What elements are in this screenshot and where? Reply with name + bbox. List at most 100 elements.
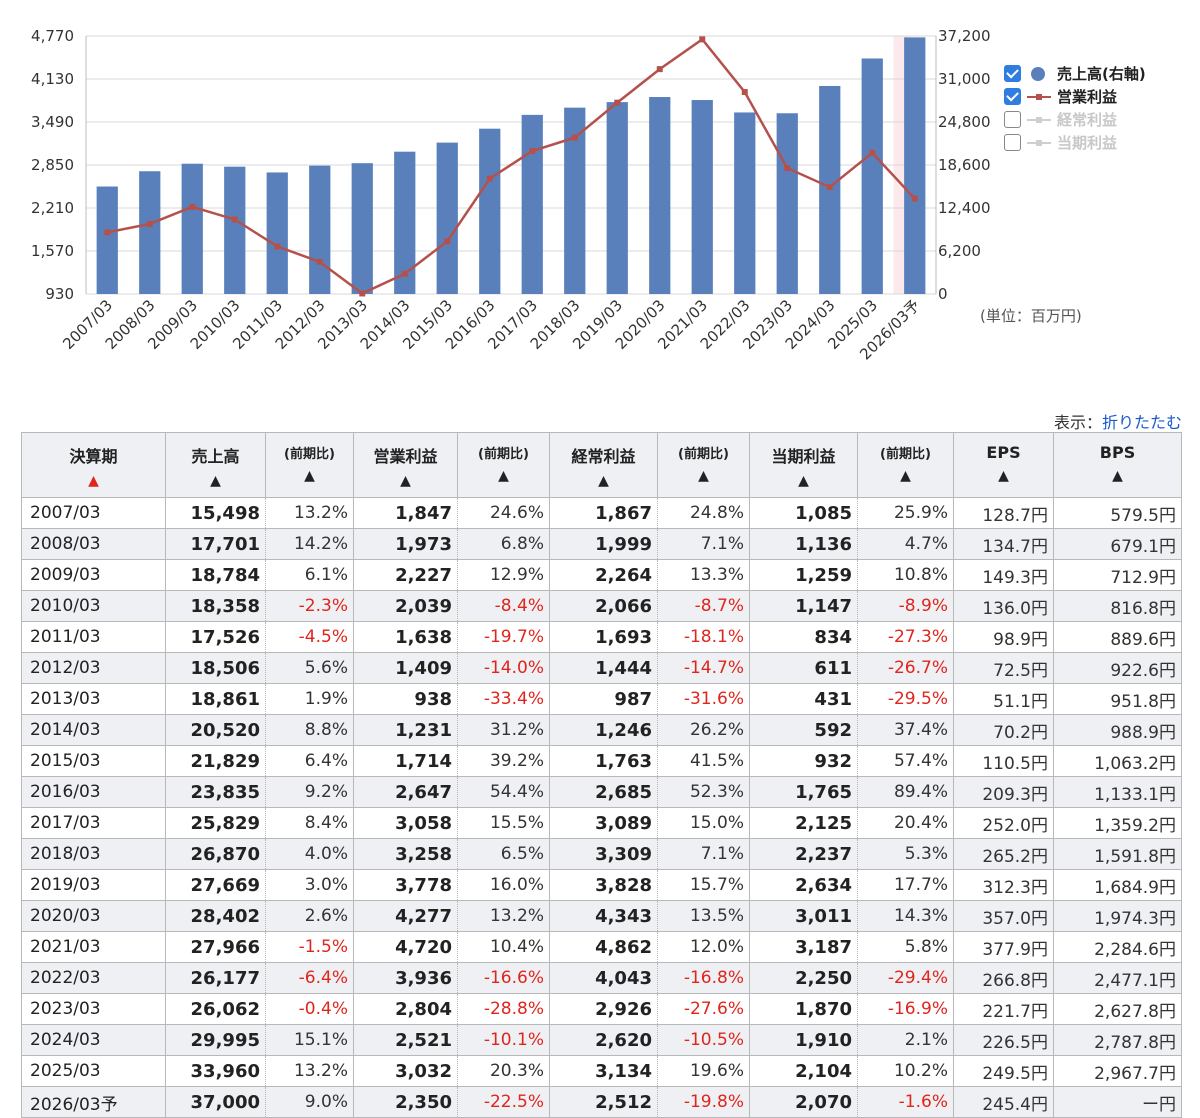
table-cell: -33.4% bbox=[457, 683, 550, 715]
table-cell: 25,829 bbox=[165, 807, 266, 839]
table-cell: 37,000 bbox=[165, 1086, 266, 1118]
financial-table: 決算期 ▲ 売上高 ▲ (前期比) ▲ 営業利益 ▲ (前期比) ▲ 経常利益 ▲ (前期比) ▲ 当期利益… bbox=[21, 432, 1182, 1118]
table-cell: -14.7% bbox=[657, 652, 750, 684]
operating-profit-point-2014/03 bbox=[401, 270, 408, 277]
table-cell: 31.2% bbox=[457, 714, 550, 746]
table-cell: 9.0% bbox=[265, 1086, 354, 1118]
table-cell: 2019/03 bbox=[21, 869, 166, 901]
table-cell: 12.0% bbox=[657, 931, 750, 963]
table-cell: 20,520 bbox=[165, 714, 266, 746]
bar-2023/03 bbox=[776, 113, 798, 294]
legend-label: 経常利益 bbox=[1057, 111, 1118, 129]
table-cell: 28,402 bbox=[165, 900, 266, 932]
table-cell: 18,861 bbox=[165, 683, 266, 715]
bar-2009/03 bbox=[181, 163, 203, 294]
column-header[interactable]: 売上高 ▲ bbox=[165, 432, 266, 498]
legend-item[interactable]: 当期利益 bbox=[1004, 131, 1146, 154]
table-cell: -19.7% bbox=[457, 621, 550, 653]
table-cell: 1,847 bbox=[353, 497, 458, 529]
column-header[interactable]: 当期利益 ▲ bbox=[749, 432, 858, 498]
legend-item[interactable]: 経常利益 bbox=[1004, 108, 1146, 131]
table-cell: 2,104 bbox=[749, 1055, 858, 1087]
sort-arrow-icon[interactable]: ▲ bbox=[798, 473, 809, 489]
table-cell: 4,343 bbox=[549, 900, 658, 932]
bar-2020/03 bbox=[649, 97, 671, 294]
table-cell: 266.8円 bbox=[953, 962, 1054, 994]
column-header[interactable]: 決算期 ▲ bbox=[21, 432, 166, 498]
sort-arrow-icon[interactable]: ▲ bbox=[400, 473, 411, 489]
column-header[interactable]: 経常利益 ▲ bbox=[549, 432, 658, 498]
table-cell: 1,870 bbox=[749, 993, 858, 1025]
column-header[interactable]: (前期比) ▲ bbox=[457, 432, 550, 498]
operating-profit-point-2016/03 bbox=[486, 175, 493, 182]
table-cell: -1.6% bbox=[857, 1086, 954, 1118]
table-cell: -8.4% bbox=[457, 590, 550, 622]
table-cell: 611 bbox=[749, 652, 858, 684]
operating-profit-point-2009/03 bbox=[189, 203, 196, 210]
sort-arrow-icon[interactable]: ▲ bbox=[498, 468, 509, 484]
table-row: 2024/03 29,995 15.1% 2,521 -10.1% 2,620 -10.5%… bbox=[21, 1024, 1182, 1056]
bar-2025/03 bbox=[861, 58, 883, 295]
sort-arrow-icon[interactable]: ▲ bbox=[304, 468, 315, 484]
left-tick-label: 930 bbox=[45, 285, 74, 303]
table-cell: -2.3% bbox=[265, 590, 354, 622]
table-cell: -16.9% bbox=[857, 993, 954, 1025]
table-cell: ー円 bbox=[1053, 1086, 1182, 1118]
column-header-label: 営業利益 bbox=[373, 447, 438, 466]
table-cell: 1,231 bbox=[353, 714, 458, 746]
table-cell: 3,936 bbox=[353, 962, 458, 994]
table-cell: 5.3% bbox=[857, 838, 954, 870]
table-cell: 1,063.2円 bbox=[1053, 745, 1182, 777]
table-cell: 15,498 bbox=[165, 497, 266, 529]
legend-label: 営業利益 bbox=[1057, 88, 1118, 106]
table-cell: 4.0% bbox=[265, 838, 354, 870]
table-cell: 2.1% bbox=[857, 1024, 954, 1056]
table-cell: 1,133.1円 bbox=[1053, 776, 1182, 808]
table-row: 2020/03 28,402 2.6% 4,277 13.2% 4,343 13.5% 3,0… bbox=[21, 900, 1182, 932]
table-cell: 951.8円 bbox=[1053, 683, 1182, 715]
sort-arrow-icon[interactable]: ▲ bbox=[88, 473, 99, 489]
table-cell: 3,258 bbox=[353, 838, 458, 870]
column-header-label: 決算期 bbox=[69, 447, 118, 466]
table-cell: 2011/03 bbox=[21, 621, 166, 653]
sort-arrow-icon[interactable]: ▲ bbox=[698, 468, 709, 484]
column-header[interactable]: 営業利益 ▲ bbox=[353, 432, 458, 498]
sort-arrow-icon[interactable]: ▲ bbox=[210, 473, 221, 489]
legend-checkbox[interactable] bbox=[1004, 65, 1021, 82]
table-cell: 15.0% bbox=[657, 807, 750, 839]
table-cell: 2024/03 bbox=[21, 1024, 166, 1056]
table-cell: 2009/03 bbox=[21, 559, 166, 591]
column-header-label: (前期比) bbox=[478, 447, 529, 462]
table-cell: 4,720 bbox=[353, 931, 458, 963]
sort-arrow-icon[interactable]: ▲ bbox=[900, 468, 911, 484]
column-header[interactable]: (前期比) ▲ bbox=[265, 432, 354, 498]
table-cell: -19.8% bbox=[657, 1086, 750, 1118]
collapse-link[interactable]: 折りたたむ bbox=[1101, 413, 1182, 432]
table-cell: 2,227 bbox=[353, 559, 458, 591]
table-cell: 3,011 bbox=[749, 900, 858, 932]
table-cell: 816.8円 bbox=[1053, 590, 1182, 622]
sort-arrow-icon[interactable]: ▲ bbox=[998, 468, 1009, 484]
sort-arrow-icon[interactable]: ▲ bbox=[598, 473, 609, 489]
table-cell: 70.2円 bbox=[953, 714, 1054, 746]
legend-item[interactable]: 営業利益 bbox=[1004, 85, 1146, 108]
table-cell: 57.4% bbox=[857, 745, 954, 777]
table-cell: -29.4% bbox=[857, 962, 954, 994]
table-cell: 128.7円 bbox=[953, 497, 1054, 529]
legend-checkbox[interactable] bbox=[1004, 88, 1021, 105]
sort-arrow-icon[interactable]: ▲ bbox=[1112, 468, 1123, 484]
operating-profit-line bbox=[107, 37, 916, 295]
table-cell: 3,778 bbox=[353, 869, 458, 901]
legend-checkbox[interactable] bbox=[1004, 134, 1021, 151]
right-tick-label: 37,200 bbox=[938, 27, 991, 45]
table-cell: 37.4% bbox=[857, 714, 954, 746]
legend-checkbox[interactable] bbox=[1004, 111, 1021, 128]
column-header[interactable]: (前期比) ▲ bbox=[657, 432, 750, 498]
legend-item[interactable]: 売上高(右軸) bbox=[1004, 62, 1146, 85]
table-cell: 2,620 bbox=[549, 1024, 658, 1056]
table-row: 2023/03 26,062 -0.4% 2,804 -28.8% 2,926 -27.6%… bbox=[21, 993, 1182, 1025]
table-row: 2012/03 18,506 5.6% 1,409 -14.0% 1,444 -14.7% 6… bbox=[21, 652, 1182, 684]
column-header[interactable]: EPS ▲ bbox=[953, 432, 1054, 498]
column-header[interactable]: BPS ▲ bbox=[1053, 432, 1182, 498]
column-header[interactable]: (前期比) ▲ bbox=[857, 432, 954, 498]
